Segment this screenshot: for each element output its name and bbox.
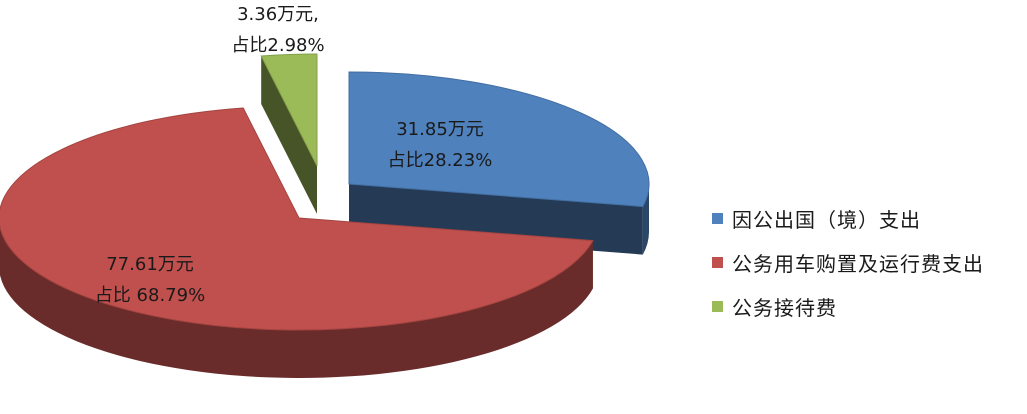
legend-swatch-overseas <box>712 212 723 224</box>
pie-cut-face-2-0 <box>261 55 317 215</box>
legend-swatch-vehicle <box>712 256 723 268</box>
legend-label-reception: 公务接待费 <box>732 295 837 320</box>
data-label-0-line1: 31.85万元 <box>396 119 484 140</box>
legend-swatch-reception <box>712 300 723 312</box>
pie-side-wall-0-0 <box>642 184 649 255</box>
legend-item-reception: 公务接待费 <box>712 284 984 328</box>
pie-side-wall-1-0 <box>0 226 593 378</box>
data-label-1-line1: 77.61万元 <box>106 254 194 275</box>
legend-item-vehicle: 公务用车购置及运行费支出 <box>712 240 984 284</box>
pie-slice-2 <box>260 53 318 167</box>
legend-label-vehicle: 公务用车购置及运行费支出 <box>732 251 984 276</box>
data-label-2-line2: 占比2.98% <box>231 35 324 56</box>
pie-slice-1 <box>0 107 594 331</box>
data-label-2-line1: 3.36万元, <box>237 4 319 25</box>
pie-slice-0 <box>348 71 650 208</box>
pie-tops <box>0 53 650 331</box>
legend: 因公出国（境）支出 公务用车购置及运行费支出 公务接待费 <box>712 196 984 328</box>
legend-item-overseas: 因公出国（境）支出 <box>712 196 984 240</box>
data-label-0-line2: 占比28.23% <box>388 150 493 171</box>
data-label-1-line2: 占比 68.79% <box>95 285 205 306</box>
legend-label-overseas: 因公出国（境）支出 <box>732 207 921 232</box>
